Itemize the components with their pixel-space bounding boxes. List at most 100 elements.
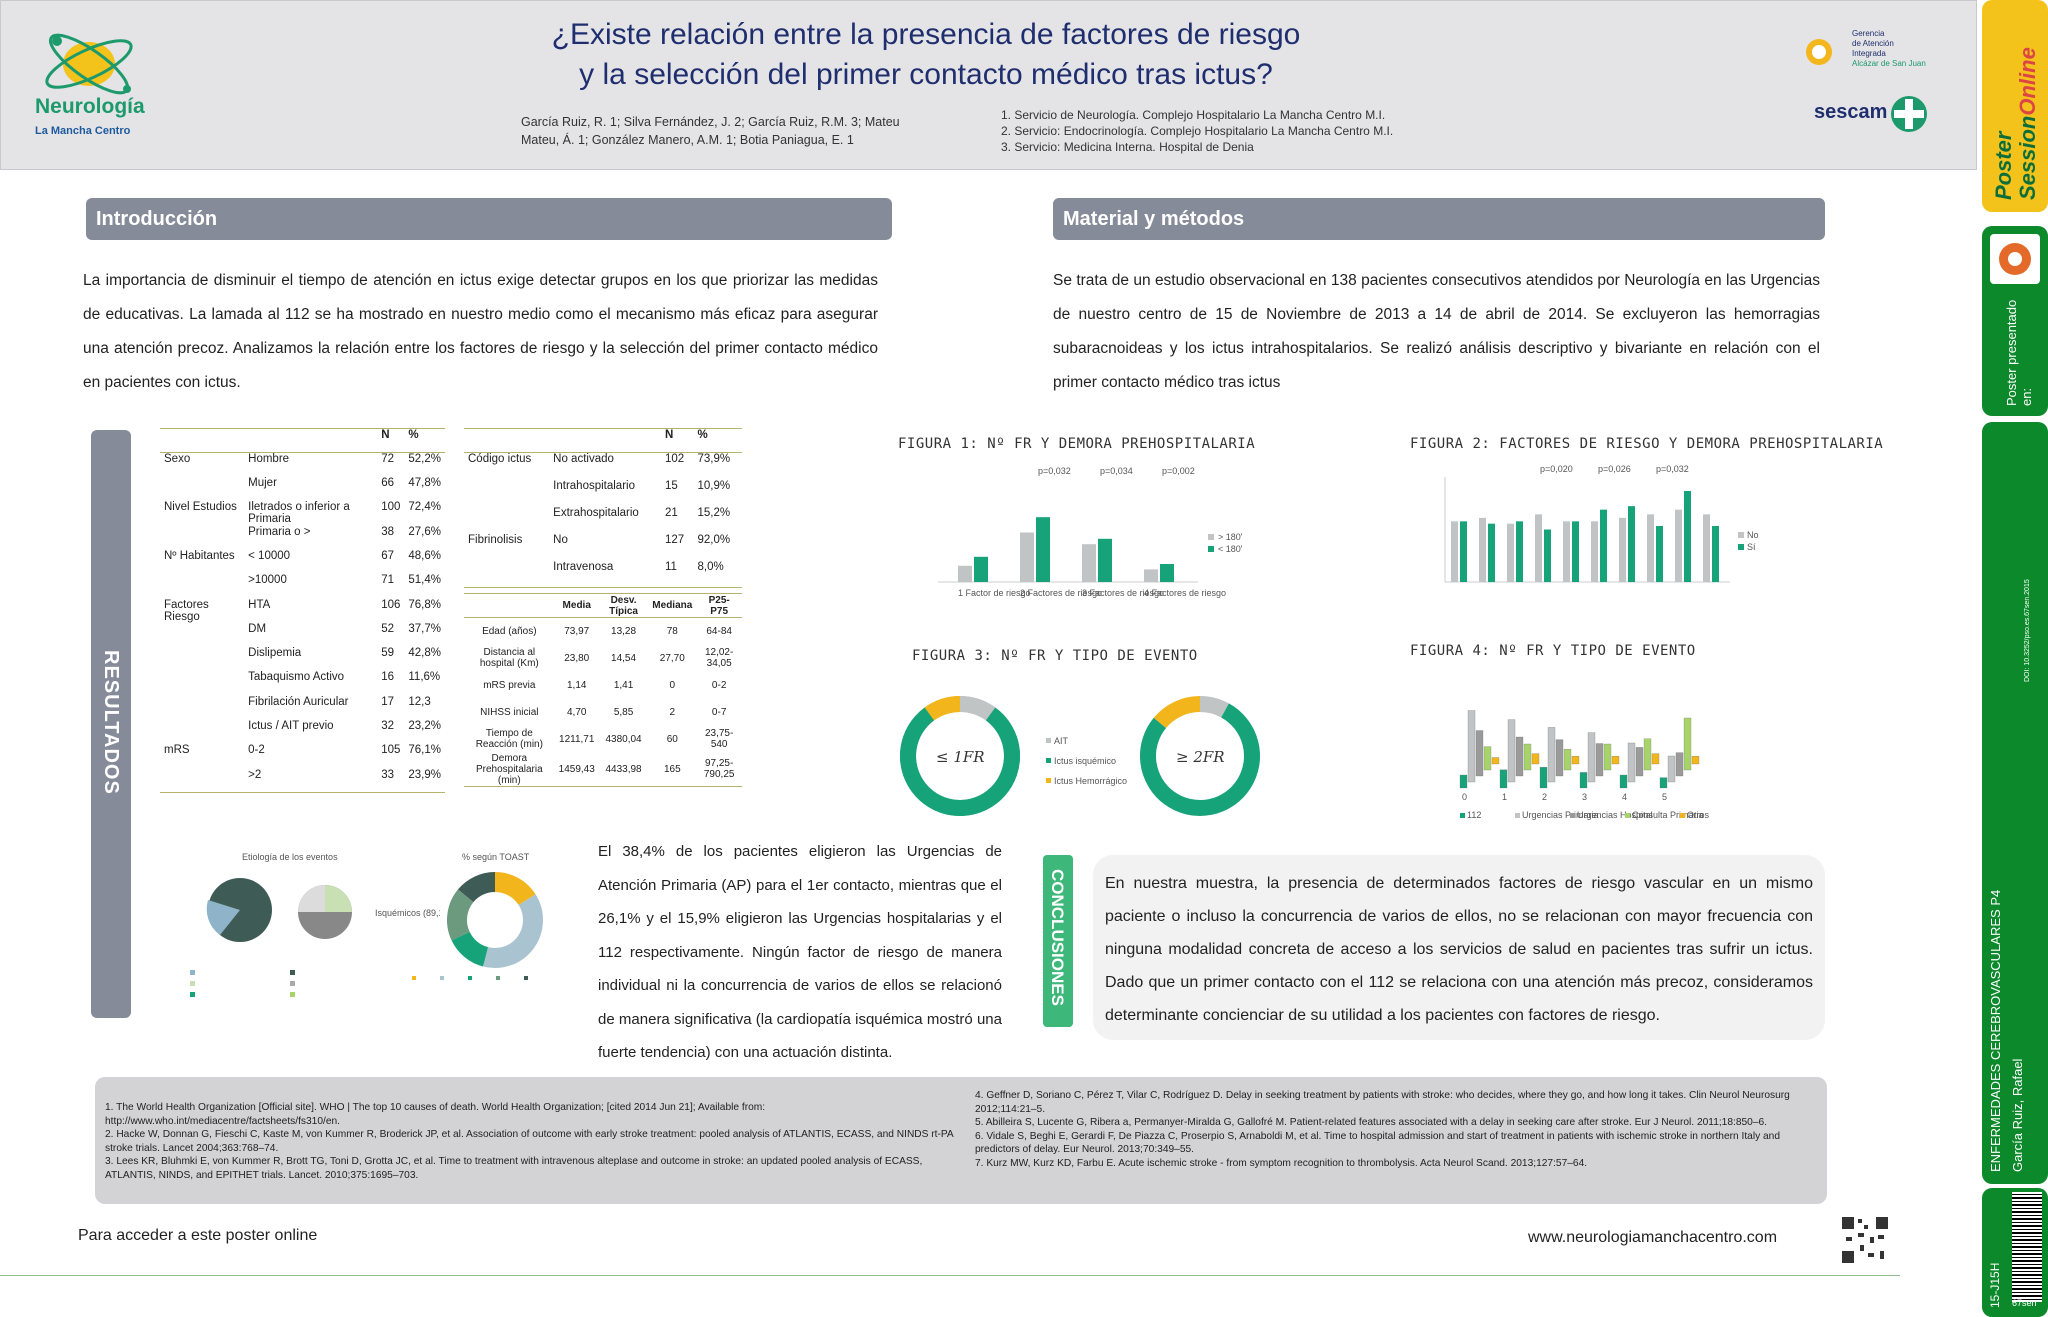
table-cell: 42,8% [408,647,441,660]
results-label-bar: RESULTADOS [91,430,131,1018]
legend-swatch [1570,813,1575,818]
table-cell: 1459,43 [558,763,595,775]
bar [1547,727,1556,783]
table-header-cell [244,429,377,453]
bar [1459,774,1468,789]
pie-right-title: % según TOAST [462,852,530,862]
donut-center-label: ≥ 2FR [1176,748,1225,766]
table-row: Intrahospitalario 15 10,9% [464,480,742,507]
table-row: Fibrinolisis No 127 92,0% [464,534,742,561]
table-cell: 72,4% [408,501,441,514]
bar [1475,730,1484,777]
bar [1712,526,1719,582]
legend-swatch [290,970,295,975]
tick-label: 5 [1662,792,1667,802]
table-header-cell: P25-P75 [708,594,730,617]
bar [1675,509,1682,582]
table-row: >10000 71 51,4% [160,574,445,598]
table-row: Nivel Estudios Iletrados o inferior a Pri… [160,501,445,525]
legend-label: Consulta Primaria [1632,810,1704,820]
table-cell: 10,9% [697,479,731,492]
table-cell: Factores Riesgo [164,598,209,623]
donut-slice [1140,703,1260,816]
legend-swatch [1738,544,1744,550]
qr-code-icon[interactable] [1840,1215,1890,1265]
bar [1667,755,1676,783]
references: 1. The World Health Organization [Offici… [95,1077,1827,1204]
table-cell: 15,2% [697,506,731,519]
figure2-title: FIGURA 2: FACTORES DE RIESGO Y DEMORA PR… [1410,436,1884,452]
table-cell: 1,41 [613,679,634,691]
bar [1683,717,1692,771]
bar [1619,774,1628,789]
tick-label: 0 [1462,792,1467,802]
bar [1499,769,1508,789]
table-cell [160,671,244,695]
table-cell: 47,8% [408,477,441,490]
congress-logo-icon [1990,234,2040,284]
bar [1020,532,1034,582]
table-cell: 52 [381,622,394,635]
sidebar-presentado: Poster presentado en: [1982,226,2048,416]
table-row: Dislipemia 59 42,8% [160,647,445,671]
table-header-cell: Mediana [652,600,693,611]
table-cell: 73,9% [697,453,731,465]
tick-label: 2 [1542,792,1547,802]
legend-swatch [1680,813,1685,818]
stroke-code-table: N% Código ictus No activado 102 73,9% Intraho… [464,428,742,588]
table-cell: 23,75-540 [704,728,734,750]
table-cell: Tiempo de Reacción (min) [475,728,543,750]
donut-slice [483,894,543,968]
references-right: 4. Geffner D, Soriano C, Pérez T, Vilar … [975,1090,1790,1169]
table-row: Mujer 66 47,8% [160,477,445,501]
legend-swatch [1208,546,1214,552]
table-cell: No activado [553,453,614,465]
table-row: DM 52 37,7% [160,623,445,647]
table-cell: 102 [665,453,685,465]
conclusions-text: En nuestra muestra, la presencia de dete… [1093,855,1825,1040]
sescam-logo: sescam [1814,101,1888,123]
legend-swatch [190,970,195,975]
figure2-chart: p=0,020 p=0,026 p=0,032 No Sí [1444,464,1759,583]
table-header-row: N% [160,428,445,453]
legend-label: < 180' [1218,544,1243,554]
donut-slice [451,931,489,967]
pie-left-title: Etiología de los eventos [242,852,338,862]
bar [1515,736,1524,777]
table-cell: Extrahospitalario [553,506,639,519]
table-cell: 165 [663,763,681,775]
table-cell [160,477,244,501]
legend-label: Sí [1747,542,1756,552]
table-cell: 51,4% [408,574,441,587]
legend-label: Ictus isquémico [1054,756,1116,766]
table-cell: 2 [669,706,676,718]
legend-swatch [1046,738,1051,743]
donut-slice [1153,696,1201,729]
bar [1647,514,1654,582]
table-cell [160,720,244,744]
table-cell [160,574,244,598]
bar [1659,777,1668,789]
bar [1507,719,1516,783]
table-cell: 23,2% [408,720,441,733]
table-cell: DM [248,622,267,635]
table-cell: 1211,71 [559,733,595,745]
tick-label: 3 Factores de riesgo [1082,588,1164,598]
bar [1516,521,1523,582]
p-value-label: p=0,026 [1598,464,1631,474]
bar [1531,753,1540,765]
table-cell [160,526,244,550]
donut-slice [1199,696,1229,718]
table-cell: Intrahospitalario [553,479,635,492]
legend-label: 112 [1467,810,1481,820]
legend-swatch [1046,778,1051,783]
results-text: El 38,4% de los pacientes eligieron las … [598,843,1002,1061]
legend-swatch [1460,813,1465,818]
legend-swatch [1046,758,1051,763]
bar [1635,747,1644,777]
footer-website-link[interactable]: www.neurologiamanchacentro.com [1528,1229,1778,1246]
bar [1619,517,1626,582]
bar [1098,538,1112,582]
sidebar: Poster SessionOnline Poster presentado e… [1982,0,2048,1317]
legend-label: AIT [1054,736,1069,746]
